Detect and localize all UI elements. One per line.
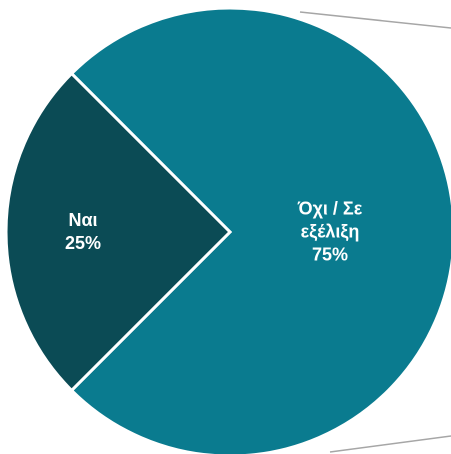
connector-line [329,435,451,453]
category-label: Όχι / Σε εξέλιξη [297,198,363,242]
connector-line [299,11,451,29]
value-label: 25% [64,233,102,253]
slice-label: Όχι / Σε εξέλιξη 75% [270,198,390,267]
pie-slice [69,6,451,454]
value-label: 75% [311,244,349,265]
pie-slice [4,71,233,393]
slice-label: Ναι 25% [23,209,143,255]
category-label: Ναι [68,210,98,230]
